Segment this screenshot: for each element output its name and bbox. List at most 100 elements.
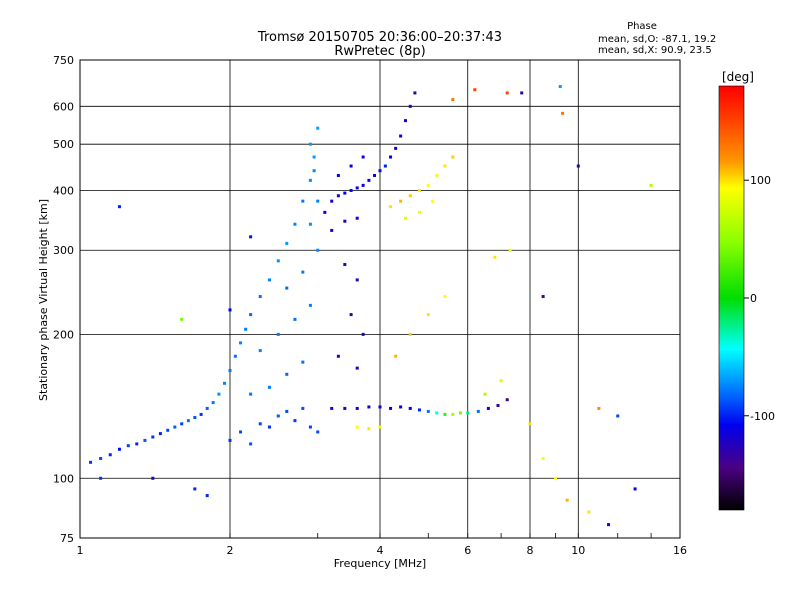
data-point bbox=[158, 432, 162, 436]
data-point bbox=[373, 173, 377, 177]
data-point bbox=[308, 303, 312, 307]
colorbar-tick-label: 0 bbox=[750, 292, 757, 305]
data-point bbox=[367, 178, 371, 182]
data-point bbox=[451, 155, 455, 159]
data-point bbox=[520, 91, 524, 95]
data-point bbox=[143, 438, 147, 442]
data-point bbox=[249, 392, 253, 396]
data-point bbox=[499, 379, 503, 383]
data-point bbox=[417, 408, 421, 412]
data-point bbox=[486, 406, 490, 410]
x-tick-label: 6 bbox=[464, 544, 471, 557]
data-point bbox=[528, 422, 532, 426]
data-point bbox=[417, 188, 421, 192]
data-point bbox=[431, 199, 435, 203]
colorbar-label: [deg] bbox=[722, 70, 754, 84]
chart-subtitle: RwPretec (8p) bbox=[334, 44, 425, 59]
data-point bbox=[394, 146, 398, 150]
data-point bbox=[399, 134, 403, 138]
data-point bbox=[285, 409, 289, 413]
data-point bbox=[349, 164, 353, 168]
data-point bbox=[355, 406, 359, 410]
data-point bbox=[587, 510, 591, 514]
data-point bbox=[565, 498, 569, 502]
data-point bbox=[217, 392, 221, 396]
data-point bbox=[561, 111, 565, 115]
data-point bbox=[301, 360, 305, 364]
data-point bbox=[258, 422, 262, 426]
data-point bbox=[180, 317, 184, 321]
data-point bbox=[205, 406, 209, 410]
data-point bbox=[541, 295, 545, 299]
x-tick-label: 4 bbox=[377, 544, 384, 557]
data-point bbox=[249, 442, 253, 446]
colorbar-tick-label: 100 bbox=[750, 174, 771, 187]
x-axis-label: Frequency [MHz] bbox=[334, 557, 426, 570]
data-point bbox=[541, 456, 545, 460]
data-point bbox=[99, 456, 103, 460]
data-point bbox=[173, 425, 177, 429]
data-point bbox=[649, 183, 653, 187]
data-point bbox=[151, 476, 155, 480]
data-point bbox=[223, 381, 227, 385]
data-point bbox=[343, 406, 347, 410]
data-point bbox=[389, 155, 393, 159]
data-point bbox=[576, 164, 580, 168]
data-point bbox=[355, 186, 359, 190]
data-point bbox=[616, 414, 620, 418]
data-point bbox=[312, 155, 316, 159]
data-point bbox=[408, 406, 412, 410]
data-point bbox=[117, 447, 121, 451]
data-point bbox=[451, 412, 455, 416]
data-point bbox=[301, 406, 305, 410]
data-point bbox=[293, 419, 297, 423]
data-point bbox=[239, 341, 243, 345]
data-point bbox=[435, 411, 439, 415]
data-point bbox=[607, 523, 611, 527]
data-point bbox=[228, 308, 232, 312]
data-point bbox=[403, 119, 407, 123]
phase-o-stats: mean, sd,O: -87.1, 19.2 bbox=[598, 34, 716, 45]
data-point bbox=[466, 411, 470, 415]
data-point bbox=[443, 295, 447, 299]
phase-x-stats: mean, sd,X: 90.9, 23.5 bbox=[598, 45, 712, 56]
data-point bbox=[267, 278, 271, 282]
data-point bbox=[378, 169, 382, 173]
data-point bbox=[505, 398, 509, 402]
data-point bbox=[205, 494, 209, 498]
data-point bbox=[496, 403, 500, 407]
data-point bbox=[135, 442, 139, 446]
plot-area: 1 2 4 6 8 10 16 75 100 200 300 400 500 600 750 bbox=[53, 54, 687, 557]
y-axis-label: Stationary phase Virtual Height [km] bbox=[37, 199, 50, 401]
data-point bbox=[276, 259, 280, 263]
colorbar-ticks: 100 0 -100 bbox=[744, 174, 775, 423]
data-point bbox=[483, 392, 487, 396]
data-point bbox=[308, 178, 312, 182]
grid-lines bbox=[80, 60, 680, 538]
data-point bbox=[558, 85, 562, 89]
data-point bbox=[349, 188, 353, 192]
data-point bbox=[166, 428, 170, 432]
data-point bbox=[408, 104, 412, 108]
data-point bbox=[186, 419, 190, 423]
data-point bbox=[316, 126, 320, 130]
data-point bbox=[343, 263, 347, 267]
data-point bbox=[99, 476, 103, 480]
data-point bbox=[285, 241, 289, 245]
x-tick-label: 10 bbox=[571, 544, 585, 557]
data-point bbox=[301, 199, 305, 203]
data-point bbox=[399, 405, 403, 409]
data-point bbox=[330, 228, 334, 232]
data-point bbox=[426, 183, 430, 187]
y-axis-ticks: 75 100 200 300 400 500 600 750 bbox=[53, 54, 74, 545]
data-point bbox=[199, 412, 203, 416]
data-point bbox=[180, 422, 184, 426]
data-point bbox=[293, 222, 297, 226]
data-point bbox=[276, 332, 280, 336]
data-point bbox=[330, 406, 334, 410]
data-point bbox=[443, 412, 447, 416]
y-tick-label: 200 bbox=[53, 328, 74, 341]
data-point bbox=[435, 173, 439, 177]
data-point bbox=[361, 183, 365, 187]
data-point bbox=[308, 142, 312, 146]
